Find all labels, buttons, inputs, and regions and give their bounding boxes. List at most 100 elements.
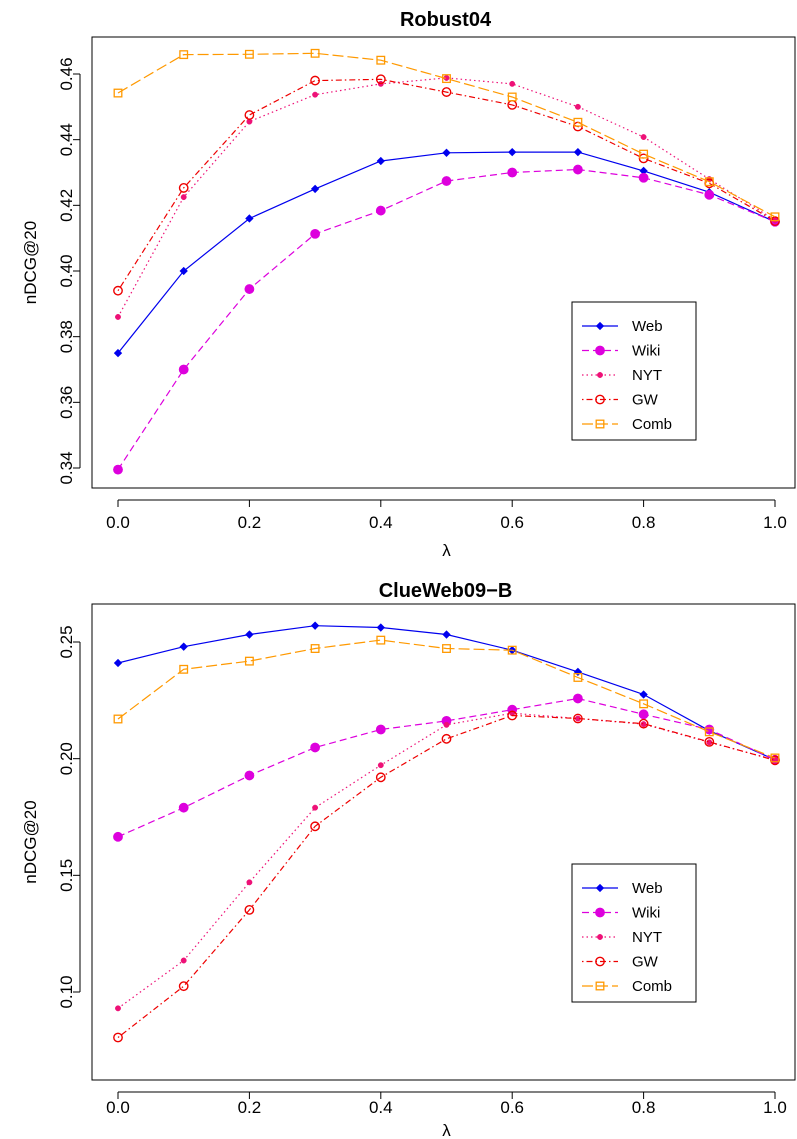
legend-label-web: Web (632, 318, 663, 335)
data-point-nyt (180, 194, 187, 201)
data-point-comb (376, 55, 386, 65)
data-point-wiki (310, 228, 320, 239)
data-point-comb (310, 644, 320, 653)
data-point-gw (310, 821, 320, 832)
data-point-web (113, 658, 123, 668)
data-point-wiki (573, 164, 583, 175)
x-axis-label: λ (442, 541, 451, 560)
series-line-comb (117, 639, 776, 759)
data-point-web (376, 156, 385, 166)
x-tick-label: 0.0 (106, 513, 130, 532)
data-point-gw (244, 904, 255, 915)
legend-label-nyt: NYT (632, 929, 662, 946)
data-point-gw (375, 772, 386, 783)
data-point-comb (113, 88, 123, 98)
data-point-nyt (443, 721, 450, 728)
x-tick-label: 1.0 (763, 513, 787, 532)
y-tick-label: 0.25 (57, 625, 76, 658)
data-point-nyt (312, 804, 319, 811)
x-tick-label: 0.8 (632, 513, 656, 532)
chart-panel-2: ClueWeb09−B 0.0 0.2 0.4 0.6 0.8 1.0 λ 0.10 0.15 0.… (21, 580, 796, 1139)
series-nyt (115, 74, 778, 320)
legend-label-gw: GW (632, 954, 659, 971)
series-line-nyt (117, 77, 776, 318)
x-tick-label: 1.0 (763, 1098, 787, 1117)
legend-label-wiki: Wiki (632, 905, 660, 922)
data-point-comb (179, 664, 189, 674)
data-point-comb (704, 727, 714, 737)
series-gw (113, 74, 780, 296)
data-point-gw (375, 74, 386, 85)
data-point-web (639, 690, 648, 699)
legend-marker-nyt (597, 934, 603, 940)
series-line-gw (117, 78, 776, 292)
data-point-gw (638, 718, 649, 729)
legend-label-wiki: Wiki (632, 343, 660, 360)
x-tick-label: 0.2 (238, 1098, 262, 1117)
legend-label-web: Web (632, 880, 663, 897)
data-point-nyt (115, 1005, 121, 1012)
data-point-web (442, 630, 451, 639)
data-point-comb (639, 699, 649, 709)
series-line-wiki (117, 697, 776, 838)
data-point-wiki (638, 709, 649, 720)
data-point-wiki (113, 464, 123, 475)
legend-label-comb: Comb (632, 416, 672, 433)
data-point-wiki (441, 176, 452, 186)
legend-box (571, 863, 697, 1003)
x-axis-label: λ (442, 1121, 451, 1139)
data-point-gw (441, 87, 452, 97)
legend-marker-web (595, 883, 605, 893)
data-point-gw (244, 110, 255, 120)
legend: Web Wiki NYT GW Comb (571, 863, 697, 1003)
chart-panel-1: Robust04 0.0 0.2 0.4 0.6 0.8 1.0 λ 0.34 0.36 0.38 0… (21, 9, 796, 560)
plot-frame (91, 603, 796, 1081)
data-point-comb (770, 212, 780, 222)
series-line-web (117, 625, 776, 761)
x-tick-label: 0.6 (500, 1098, 524, 1117)
data-point-wiki (638, 172, 649, 183)
series-line-nyt (117, 712, 776, 1009)
data-point-web (245, 630, 254, 639)
legend-label-nyt: NYT (632, 367, 662, 384)
legend-box (571, 301, 697, 441)
data-point-wiki (375, 205, 386, 216)
y-tick-label: 0.44 (57, 123, 76, 156)
y-axis-label: nDCG@20 (21, 221, 40, 304)
legend-label-comb: Comb (632, 978, 672, 995)
data-point-comb (704, 177, 714, 187)
series-gw (113, 710, 780, 1043)
data-point-web (310, 621, 320, 630)
y-tick-label: 0.46 (57, 57, 76, 90)
y-tick-label: 0.38 (57, 320, 76, 353)
data-point-gw (704, 736, 715, 747)
data-point-nyt (640, 134, 647, 140)
y-tick-label: 0.10 (57, 975, 76, 1008)
y-tick-label: 0.40 (57, 254, 76, 287)
data-point-comb (442, 74, 451, 84)
legend-label-gw: GW (632, 392, 659, 409)
x-tick-label: 0.6 (500, 513, 524, 532)
data-point-gw (178, 981, 189, 992)
legend-marker-gw (595, 394, 605, 405)
data-point-gw (178, 183, 189, 193)
data-point-wiki (178, 364, 189, 375)
chart-title: ClueWeb09−B (379, 580, 513, 602)
data-point-wiki (244, 284, 255, 294)
data-point-nyt (180, 957, 187, 964)
data-point-comb (573, 117, 583, 127)
data-point-gw (113, 285, 123, 296)
data-point-comb (244, 656, 254, 666)
plot-frame (91, 36, 796, 489)
data-point-nyt (246, 879, 253, 886)
legend-marker-gw (595, 956, 605, 967)
data-point-wiki (507, 167, 518, 178)
data-point-comb (507, 645, 517, 655)
data-point-wiki (113, 831, 123, 842)
data-point-web (245, 214, 254, 223)
data-point-comb (113, 714, 123, 724)
y-tick-label: 0.42 (57, 189, 76, 222)
series-web (113, 621, 780, 764)
series-nyt (115, 710, 778, 1012)
series-line-comb (117, 52, 776, 218)
